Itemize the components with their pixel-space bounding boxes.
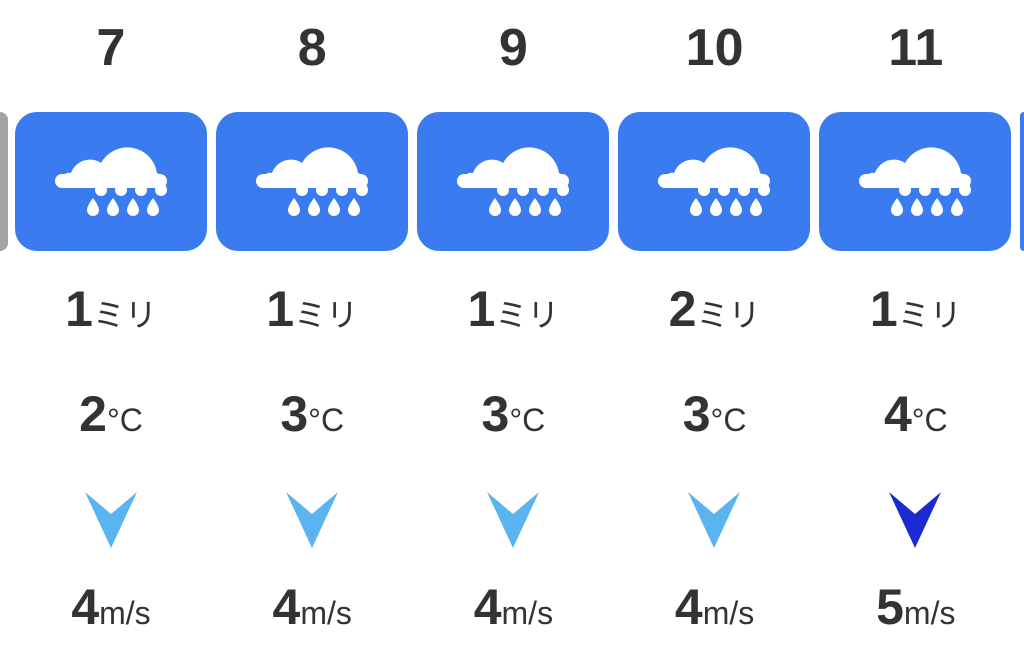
weather-icon-card[interactable] [618,112,811,251]
temperature-value: 4 [883,386,912,442]
hour-label: 7 [96,19,126,77]
weather-card-next-partial[interactable] [1020,112,1024,251]
hour-column: 7 1ミリ 2°C 4m/s [11,0,212,653]
precipitation-unit: ミリ [92,297,157,333]
precipitation-unit: ミリ [897,297,962,333]
temperature-value: 3 [280,386,309,442]
hour-column: 8 1ミリ 3°C 4m/s [212,0,413,653]
wind-direction-arrow-icon [486,492,539,548]
temperature-unit: °C [509,402,546,438]
wind-speed: 4m/s [413,578,614,636]
temperature-value: 3 [481,386,510,442]
rain-cloud-icon [54,147,167,216]
rain-cloud-icon [255,147,368,216]
temperature: 3°C [413,385,614,443]
hour-column: 10 2ミリ 3°C 4m/s [614,0,815,653]
temperature-unit: °C [106,402,143,438]
wind-speed-value: 4 [71,579,100,635]
precipitation-value: 2 [668,281,697,337]
wind-speed-value: 4 [674,579,703,635]
temperature-unit: °C [710,402,747,438]
wind-speed: 4m/s [11,578,212,636]
precipitation-value: 1 [65,281,93,337]
wind-speed-unit: m/s [300,595,352,631]
precipitation: 1ミリ [815,280,1016,338]
precipitation: 1ミリ [413,280,614,338]
weather-icon-card[interactable] [416,112,609,251]
precipitation: 2ミリ [614,280,815,338]
temperature: 3°C [614,385,815,443]
wind-speed-value: 5 [876,579,904,635]
hour-label: 10 [685,19,744,77]
rain-cloud-icon [859,147,972,216]
precipitation-value: 1 [467,281,496,337]
rain-cloud-icon [456,147,569,216]
weather-icon-card[interactable] [819,112,1012,251]
weather-card-previous-partial[interactable] [0,112,8,251]
wind-direction-arrow-icon [889,492,942,548]
wind-speed-value: 4 [272,579,301,635]
wind-speed-value: 4 [473,579,502,635]
temperature: 3°C [212,385,413,443]
wind-speed: 4m/s [212,578,413,636]
hour-column: 11 1ミリ 4°C 5m/s [815,0,1016,653]
wind-direction-arrow-icon [688,492,741,548]
wind-speed-unit: m/s [501,595,554,631]
hour-label: 8 [297,19,327,77]
weather-icon-card[interactable] [14,112,207,251]
wind-speed: 4m/s [614,578,815,636]
temperature: 4°C [815,385,1016,443]
wind-speed-unit: m/s [99,595,151,631]
hour-label: 9 [498,19,528,77]
wind-speed: 5m/s [815,578,1016,636]
wind-speed-unit: m/s [903,595,956,631]
wind-direction-arrow-icon [84,492,137,548]
precipitation-value: 1 [266,281,295,337]
wind-direction-arrow-icon [285,492,338,548]
precipitation: 1ミリ [212,280,413,338]
temperature-unit: °C [911,402,948,438]
precipitation: 1ミリ [11,280,212,338]
precipitation-value: 1 [869,281,898,337]
temperature-value: 3 [682,386,711,442]
hour-label: 11 [888,19,944,77]
temperature: 2°C [11,385,212,443]
rain-cloud-icon [658,147,771,216]
hour-column: 9 1ミリ 3°C 4m/s [413,0,614,653]
precipitation-unit: ミリ [696,297,761,333]
precipitation-unit: ミリ [495,297,560,333]
precipitation-unit: ミリ [294,297,359,333]
weather-icon-card[interactable] [215,112,408,251]
temperature-value: 2 [79,386,107,442]
wind-speed-unit: m/s [702,595,755,631]
temperature-unit: °C [308,402,345,438]
